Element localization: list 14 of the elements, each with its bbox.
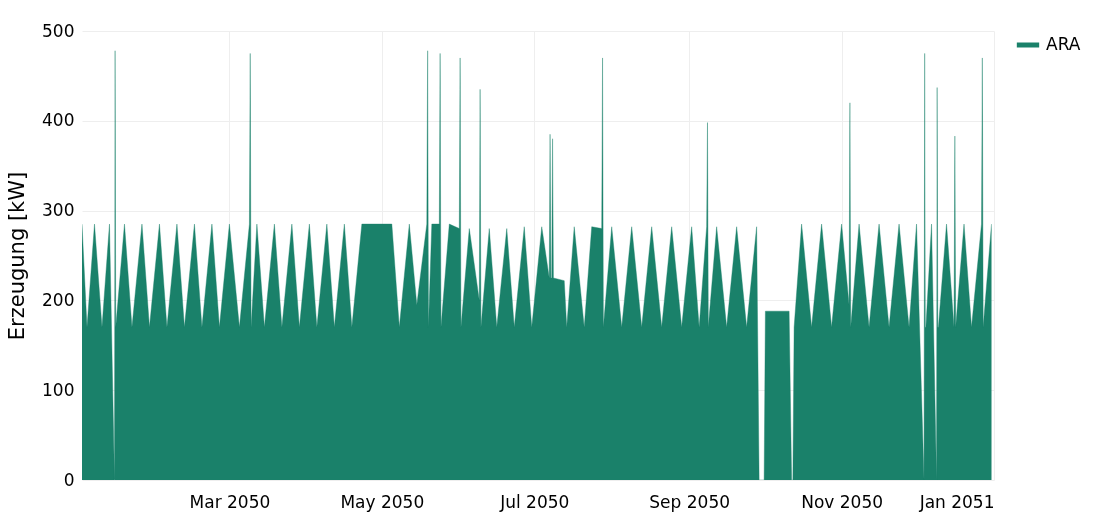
x-tick-label: Jul 2050	[499, 491, 570, 512]
x-tick-label: Sep 2050	[649, 491, 731, 512]
legend-label: ARA	[1046, 34, 1081, 54]
x-tick-label: May 2050	[340, 491, 425, 512]
y-tick-label: 300	[42, 200, 75, 221]
y-axis-title: Erzeugung [kW]	[5, 171, 30, 341]
y-tick-label: 500	[42, 20, 75, 41]
y-tick-label: 0	[63, 469, 75, 490]
x-tick-label: Nov 2050	[801, 491, 884, 512]
y-tick-label: 400	[42, 110, 75, 131]
x-tick-label: Jan 2051	[918, 491, 995, 512]
y-tick-label: 200	[42, 289, 75, 310]
x-tick-label: Mar 2050	[189, 491, 271, 512]
y-tick-label: 100	[42, 379, 75, 400]
